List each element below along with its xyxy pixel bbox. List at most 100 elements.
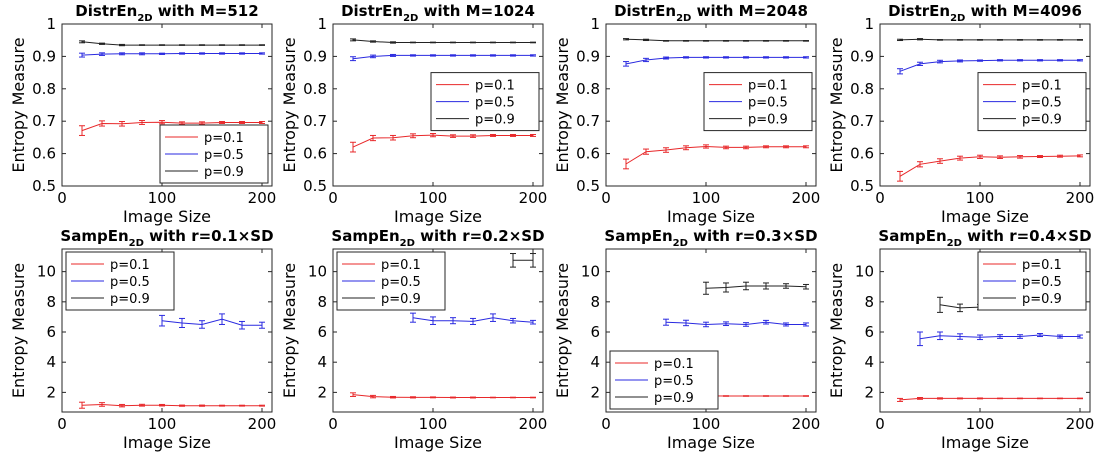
- y-tick-label: 2: [590, 383, 600, 401]
- error-bar: [783, 283, 789, 289]
- y-tick-label: 0.5: [303, 177, 327, 195]
- legend-label: p=0.5: [381, 275, 421, 290]
- error-bar: [997, 397, 1003, 400]
- chart-title: DistrEn2D with M=4096: [888, 2, 1082, 24]
- error-bar: [743, 145, 749, 150]
- y-axis-label: Entropy Measure: [9, 37, 28, 172]
- series-line: [625, 56, 806, 65]
- legend-item: p=0.1: [615, 357, 694, 372]
- series-p-0-9: [79, 40, 265, 47]
- x-tick-label: 0: [328, 189, 338, 207]
- x-tick-label: 100: [148, 415, 177, 433]
- error-bar: [390, 53, 396, 57]
- error-bar: [917, 161, 923, 168]
- error-bar: [1037, 333, 1043, 338]
- series-p-0-5: [410, 312, 536, 325]
- error-bar: [763, 145, 769, 149]
- error-bar: [370, 134, 376, 142]
- error-bar: [1017, 397, 1023, 400]
- error-bar: [510, 396, 516, 399]
- x-tick-label: 100: [966, 189, 995, 207]
- error-bar: [410, 54, 416, 57]
- error-bar: [510, 317, 516, 324]
- error-bar: [79, 52, 85, 58]
- error-bar: [917, 61, 923, 66]
- error-bar: [897, 397, 903, 402]
- x-tick-label: 100: [148, 189, 177, 207]
- error-bar: [643, 148, 649, 155]
- error-bar: [119, 121, 125, 127]
- error-bar: [390, 395, 396, 399]
- y-tick-label: 0.6: [576, 145, 600, 163]
- chart-title-rest: with r=0.1×SD: [144, 227, 274, 245]
- error-bar: [219, 404, 225, 407]
- error-bar: [99, 402, 105, 407]
- error-bar: [179, 404, 185, 407]
- error-bar: [259, 404, 265, 407]
- chart-title-rest: with r=0.2×SD: [415, 227, 545, 245]
- chart-title-main: DistrEn: [888, 2, 950, 20]
- error-bar: [159, 120, 165, 125]
- error-bar: [937, 59, 943, 64]
- error-bar: [430, 133, 436, 138]
- series-p-0-1: [897, 397, 1083, 402]
- x-axis-label: Image Size: [941, 433, 1029, 452]
- y-tick-label: 0.9: [576, 47, 600, 65]
- chart-title-main: SampEn: [604, 227, 672, 245]
- legend-label: p=0.9: [475, 113, 515, 128]
- chart-title: DistrEn2D with M=1024: [341, 2, 535, 24]
- legend-item: p=0.9: [615, 391, 694, 406]
- chart-title-rest: with M=2048: [691, 2, 808, 20]
- legend-item: p=0.1: [71, 258, 150, 273]
- series-p-0-9: [623, 38, 809, 42]
- legend-label: p=0.9: [110, 292, 150, 307]
- legend-item: p=0.5: [615, 374, 694, 389]
- error-bar: [803, 283, 809, 290]
- series-line: [899, 397, 1080, 401]
- legend-item: p=0.1: [165, 131, 244, 146]
- legend-label: p=0.9: [204, 165, 244, 180]
- chart-panel-3: 0 100 200 0.5 0.6 0.7 0.8 0.9 1 DistrEn2D with M=…: [553, 2, 820, 226]
- x-axis-label: Image Size: [667, 433, 755, 452]
- error-bar: [723, 40, 729, 42]
- error-bar: [957, 59, 963, 63]
- error-bar: [703, 144, 709, 149]
- x-axis-label: Image Size: [394, 207, 482, 226]
- y-tick-label: 1: [46, 15, 56, 33]
- error-bar: [723, 56, 729, 59]
- chart-title: SampEn2D with r=0.2×SD: [331, 227, 544, 249]
- y-axis-label: Entropy Measure: [280, 263, 299, 398]
- error-bar: [663, 40, 669, 42]
- error-bar: [199, 44, 205, 46]
- chart-title-rest: with r=0.4×SD: [962, 227, 1092, 245]
- error-bar: [350, 56, 356, 62]
- series-p-0-5: [917, 331, 1083, 347]
- error-bar: [450, 41, 456, 44]
- legend-label: p=0.1: [381, 258, 421, 273]
- series-line: [899, 38, 1080, 41]
- error-bar: [450, 396, 456, 399]
- error-bar: [663, 318, 669, 326]
- chart-title-main: DistrEn: [614, 2, 676, 20]
- x-tick-label: 200: [792, 415, 821, 433]
- chart-title-rest: with r=0.3×SD: [688, 227, 818, 245]
- error-bar: [99, 52, 105, 56]
- legend-item: p=0.5: [983, 96, 1062, 111]
- error-bar: [470, 41, 476, 44]
- error-bar: [937, 39, 943, 41]
- legend-label: p=0.9: [381, 292, 421, 307]
- legend: p=0.1 p=0.5 p=0.9: [65, 251, 175, 311]
- error-bar: [470, 317, 476, 325]
- error-bar: [530, 41, 536, 44]
- y-tick-label: 0.7: [32, 112, 56, 130]
- y-tick-label: 8: [864, 293, 874, 311]
- error-bar: [1077, 39, 1083, 41]
- chart-title-subscript: 2D: [129, 238, 144, 249]
- chart-title: DistrEn2D with M=512: [75, 2, 258, 24]
- error-bar: [683, 40, 689, 42]
- chart-title: SampEn2D with r=0.3×SD: [604, 227, 817, 249]
- legend: p=0.1 p=0.5 p=0.9: [703, 72, 813, 132]
- error-bar: [763, 40, 769, 42]
- y-axis-label: Entropy Measure: [9, 263, 28, 398]
